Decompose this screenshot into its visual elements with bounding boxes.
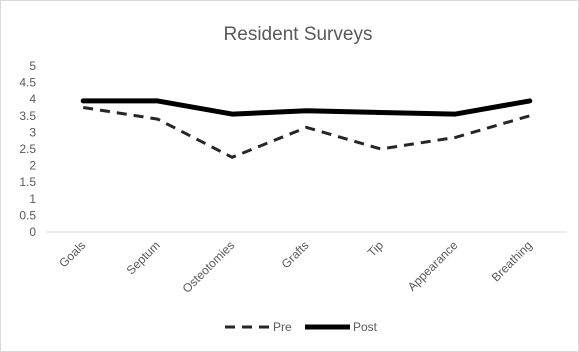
y-tick-label: 4.5 <box>19 76 36 90</box>
legend-label-pre: Pre <box>273 320 292 334</box>
x-axis-ticks: Goals Septum Osteotomies Grafts Tip Appearanc… <box>56 238 535 296</box>
y-tick-label: 3 <box>29 125 36 139</box>
series-line-pre <box>82 106 531 159</box>
y-tick-label: 5 <box>29 59 36 73</box>
y-tick-label: 4 <box>29 92 36 106</box>
y-tick-label: 3.5 <box>19 109 36 123</box>
x-tick-label: Septum <box>124 238 163 277</box>
series-lines <box>80 98 533 159</box>
y-axis-ticks: 0 0.5 1 1.5 2 2.5 3 3.5 4 4.5 5 <box>19 59 36 239</box>
x-tick-label: Breathing <box>489 238 535 284</box>
chart-title: Resident Surveys <box>224 24 373 45</box>
y-tick-label: 2 <box>29 159 36 173</box>
y-tick-label: 0.5 <box>19 208 36 222</box>
y-tick-label: 2.5 <box>19 142 36 156</box>
x-tick-label: Osteotomies <box>180 238 238 296</box>
y-tick-label: 1 <box>29 192 36 206</box>
x-tick-label: Tip <box>365 238 387 260</box>
legend-label-post: Post <box>353 320 378 334</box>
x-tick-label: Goals <box>56 238 88 270</box>
series-line-post <box>80 98 533 117</box>
legend: Pre Post <box>225 320 378 334</box>
y-tick-label: 1.5 <box>19 175 36 189</box>
x-tick-label: Grafts <box>279 238 312 271</box>
y-tick-label: 0 <box>29 225 36 239</box>
x-tick-label: Appearance <box>405 238 461 294</box>
